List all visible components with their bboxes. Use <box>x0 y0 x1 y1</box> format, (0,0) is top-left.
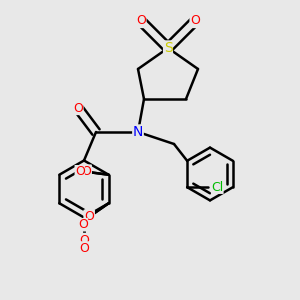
Text: Cl: Cl <box>211 181 224 194</box>
Text: O: O <box>78 218 88 231</box>
Text: O: O <box>190 14 200 28</box>
Text: O: O <box>75 165 85 178</box>
Text: S: S <box>164 41 172 55</box>
Text: O: O <box>84 210 94 223</box>
Text: O: O <box>73 101 83 115</box>
Text: O: O <box>84 210 94 223</box>
Text: O: O <box>81 165 91 178</box>
Text: O: O <box>79 242 89 254</box>
Text: O: O <box>79 233 89 247</box>
Text: N: N <box>133 125 143 139</box>
Text: O: O <box>81 165 91 178</box>
Text: O: O <box>136 14 146 28</box>
Text: O: O <box>79 233 89 247</box>
